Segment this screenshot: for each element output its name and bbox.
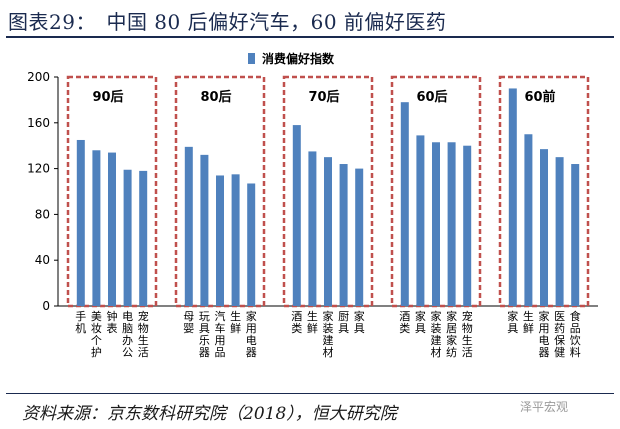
x-tick-label: 钟表 [107, 309, 118, 335]
x-tick-label: 家装建材 [323, 309, 334, 359]
x-tick-label: 生鲜 [307, 309, 318, 335]
x-tick-label: 美妆个护 [91, 310, 102, 359]
x-tick-label: 电脑办公 [122, 310, 133, 359]
x-tick-label: 家具 [507, 309, 518, 335]
title-divider [6, 36, 614, 38]
chart-legend: 消费偏好指数 [248, 51, 335, 66]
bar [308, 151, 317, 306]
y-tick-label: 0 [42, 299, 50, 313]
x-tick-label: 宠物生活 [462, 309, 473, 359]
x-tick-label: 家具 [415, 309, 426, 335]
x-tick-label: 酒类 [399, 310, 410, 335]
bar [432, 142, 440, 306]
x-tick-label: 宠物生活 [138, 309, 149, 359]
x-tick-label: 家装建材 [431, 309, 442, 359]
bar [231, 174, 240, 306]
source-divider [6, 393, 614, 394]
x-tick-label: 手机 [75, 309, 86, 335]
x-tick-label: 酒类 [291, 310, 302, 335]
bar [400, 102, 409, 306]
x-tick-label: 食品饮料 [570, 309, 581, 359]
bar [123, 169, 132, 306]
bar [292, 125, 301, 306]
watermark: 泽平宏观 [520, 400, 569, 414]
bar [463, 145, 472, 306]
bar [108, 152, 116, 306]
x-tick-label: 玩具乐器 [199, 310, 210, 359]
page-title: 图表29： 中国 80 后偏好汽车，60 前偏好医药 [8, 10, 447, 34]
x-tick-label: 医药保健 [554, 310, 565, 359]
y-tick-label: 160 [27, 116, 50, 130]
bar-groups: 90后手机美妆个护钟表电脑办公宠物生活80后母婴玩具乐器汽车用品生鲜家用电器70… [66, 75, 590, 359]
x-tick-label: 家居家纺 [446, 309, 457, 359]
y-tick-label: 200 [27, 70, 50, 84]
source-note: 资料来源：京东数科研究院（2018），恒大研究院 [22, 404, 397, 424]
x-tick-label: 家具 [354, 309, 365, 335]
y-tick-label: 40 [35, 253, 50, 267]
bar [200, 154, 209, 306]
group-label: 90后 [92, 89, 123, 105]
group-label: 70后 [308, 89, 339, 105]
bar [339, 164, 348, 306]
bar [216, 175, 224, 306]
x-tick-label: 汽车用品 [215, 309, 226, 359]
x-tick-label: 厨具 [338, 310, 349, 335]
bar [92, 150, 101, 306]
x-tick-label: 母婴 [183, 310, 194, 335]
group-label: 80后 [200, 89, 231, 105]
x-tick-label: 生鲜 [523, 309, 534, 335]
legend-label: 消费偏好指数 [262, 51, 335, 66]
bar [508, 88, 517, 306]
legend-swatch [248, 53, 255, 64]
y-tick-label: 120 [27, 162, 50, 176]
bar [139, 170, 148, 306]
y-tick-label: 80 [35, 207, 50, 221]
bar [416, 135, 425, 306]
bar [540, 149, 548, 306]
x-tick-label: 家用电器 [539, 309, 550, 359]
x-tick-label: 家用电器 [246, 309, 257, 359]
bar [76, 139, 85, 306]
group-label: 60前 [524, 89, 555, 105]
bar [571, 164, 580, 306]
bar [524, 134, 533, 306]
bar [247, 183, 256, 306]
bar [184, 146, 193, 306]
bar [324, 157, 332, 306]
group-label: 60后 [416, 89, 447, 105]
x-tick-label: 生鲜 [230, 309, 241, 335]
bar [447, 142, 456, 306]
bar [555, 157, 564, 306]
bar [355, 168, 364, 306]
